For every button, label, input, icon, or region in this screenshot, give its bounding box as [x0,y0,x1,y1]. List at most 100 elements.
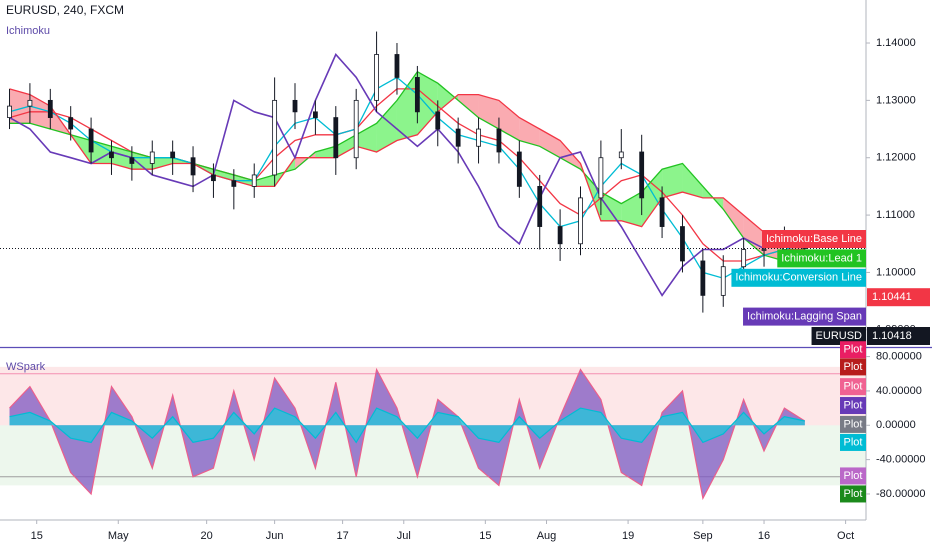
candle-body [313,111,318,118]
candle-body [455,128,461,147]
overlay: EURUSD, 240, FXCM Ichimoku WSpark 1.1400… [6,3,930,542]
candle-body [88,128,94,153]
candle-body [516,151,522,187]
y-tick-label: 1.12000 [876,152,916,164]
cloud [723,197,744,239]
candle-body [537,186,543,227]
x-tick-label: 20 [201,530,213,542]
plot-tag: Plot [844,488,863,500]
candle-body [7,105,12,118]
candle-body [109,151,114,159]
price-pane [0,31,866,313]
candle-body [272,99,278,176]
cloud [91,140,112,164]
cloud [539,129,561,158]
candle-body [761,249,767,251]
price-tag: 1.10418 [872,330,912,342]
x-tick-label: Jul [397,530,411,542]
cloud [356,123,377,152]
candle-body [700,260,706,296]
cloud [662,163,683,198]
plot-tag: Plot [844,344,863,356]
candle-body [27,99,33,107]
candle-body [435,111,441,130]
cloud [335,134,357,158]
candle-body [680,226,685,262]
area-line [9,367,806,501]
series-tag-bg [731,268,866,287]
series-tag: EURUSD [816,330,863,342]
y-tick-label: -40.00000 [876,454,926,466]
candle-body [231,180,237,187]
candle-body [496,128,502,153]
candle-body [68,117,74,130]
area-line [9,407,805,444]
plot-tag-bg [840,341,866,359]
cloud [254,174,275,187]
price-tag: 1.10441 [872,291,912,303]
area [9,408,805,443]
plot-tag: Plot [844,381,863,393]
plot-tag-bg [840,397,866,415]
plot-tag-bg [840,467,866,485]
y-tick-label: 80.00000 [876,350,922,362]
candle-body [741,249,747,268]
candle-body [720,266,726,296]
price-tag-bg [867,288,930,307]
indicator-title: Ichimoku [6,25,50,37]
y-tick-label: 1.10000 [876,266,916,278]
indicator-title: WSpark [6,361,46,373]
candle-body [659,197,665,227]
y-tick-label: 1.14000 [876,37,916,49]
candle-body [598,157,604,199]
x-tick-label: Jun [266,530,284,542]
cloud [417,71,438,135]
y-tick-label: 0.00000 [876,419,916,431]
candle-body [149,151,155,164]
plot-tag-bg [840,415,866,433]
series-tag-bg [743,307,866,326]
cloud [111,146,132,170]
series-tag: Ichimoku:Base Line [766,233,862,245]
cloud [9,88,30,124]
x-tick-label: 15 [479,530,491,542]
candle-body [618,151,624,159]
y-tick-label: 1.13000 [876,94,916,106]
candle-body [639,151,645,199]
plot-tag: Plot [844,361,863,373]
candle-body [292,99,298,113]
cloud [498,100,520,141]
x-tick-label: 17 [336,530,348,542]
candle-body [557,226,563,245]
candle-body [353,99,359,159]
y-tick-label: -80.00000 [876,488,926,500]
x-tick-label: 15 [31,530,43,542]
series-tag: Ichimoku:Lead 1 [781,252,862,264]
cloud [682,163,703,198]
plot-tag: Plot [844,399,863,411]
candle-body [414,77,420,113]
chart-title: EURUSD, 240, FXCM [6,3,124,17]
series-tag-bg [811,327,866,345]
candle-body [578,197,583,245]
series-tag: Ichimoku:Conversion Line [735,272,862,284]
x-tick-label: Sep [693,530,713,542]
x-tick-label: May [108,530,129,542]
x-tick-label: Oct [837,530,854,542]
series-tag-bg [777,249,866,268]
series-tag-bg [762,230,866,248]
candle-body [170,151,176,159]
cloud [315,146,336,158]
candle-body [129,157,135,164]
x-tick-label: 19 [622,530,634,542]
plot-tag-bg [840,358,866,376]
plot-tag-bg [840,433,866,451]
cloud [641,169,663,227]
y-tick-label: 1.11000 [876,209,915,221]
candle-body [190,157,196,176]
price-tag-bg [867,327,930,345]
cloud [152,157,173,170]
plot-tag: Plot [844,470,863,482]
x-tick-label: 16 [758,530,770,542]
